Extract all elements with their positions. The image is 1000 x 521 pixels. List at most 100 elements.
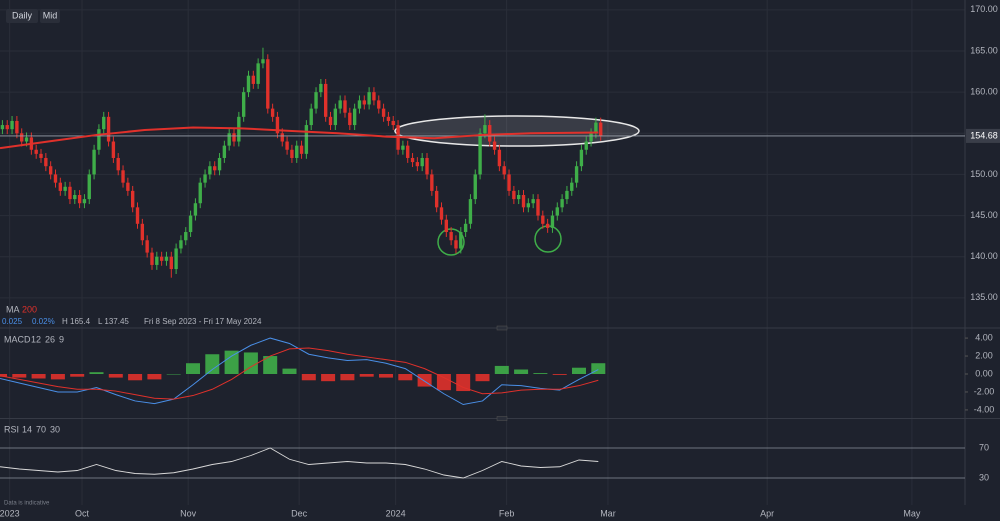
candle-body — [415, 162, 420, 167]
y-tick-label: 165.00 — [970, 45, 998, 55]
macd-bar — [533, 373, 548, 374]
candle-body — [574, 166, 579, 183]
x-tick-label: 2024 — [386, 508, 406, 518]
info-text: 0.02% — [32, 317, 55, 326]
x-tick-label: 2023 — [0, 508, 20, 518]
macd-bar — [436, 374, 451, 391]
candle-body — [116, 157, 120, 171]
candle-body — [473, 174, 477, 200]
macd-bar — [108, 374, 123, 378]
macd-legend-param: 26 — [45, 334, 55, 344]
candle-body — [584, 141, 588, 150]
candle-body — [449, 232, 453, 241]
macd-bar — [50, 374, 65, 380]
timeframe-button-label[interactable]: Daily — [12, 10, 33, 20]
candle-body — [111, 141, 116, 158]
candle-body — [256, 63, 260, 84]
rsi-tick-label: 70 — [979, 442, 989, 452]
candle-body — [270, 108, 275, 117]
candle-body — [10, 120, 14, 130]
y-tick-label: 160.00 — [970, 87, 998, 97]
macd-legend-param: 9 — [59, 334, 64, 344]
timeframe-button-label[interactable]: Mid — [43, 10, 58, 20]
candle-body — [213, 166, 217, 171]
candle-body — [425, 157, 429, 175]
candle-body — [541, 215, 545, 224]
candle-body — [343, 100, 347, 113]
candle-body — [102, 116, 106, 130]
candle-body — [159, 256, 164, 261]
x-tick-label: May — [903, 508, 921, 518]
candle-body — [468, 199, 473, 224]
macd-bar — [166, 374, 181, 375]
last-price-label: 154.68 — [970, 130, 998, 140]
candle-body — [352, 108, 357, 126]
timeframe-button[interactable] — [6, 9, 38, 23]
candle-body — [304, 125, 309, 154]
candle-body — [53, 174, 58, 183]
resistance-ellipse — [394, 115, 640, 147]
macd-bar — [456, 374, 471, 392]
candle-body — [555, 207, 559, 216]
candle-body — [58, 182, 63, 191]
candle-body — [246, 75, 251, 93]
macd-tick-label: 2.00 — [975, 350, 993, 360]
candle-body — [401, 145, 405, 150]
pane-handle — [496, 416, 508, 421]
candle-body — [208, 166, 212, 175]
candle-body — [434, 190, 439, 208]
rsi-line — [0, 447, 599, 479]
macd-tick-label: -2.00 — [974, 386, 995, 396]
candle-body — [0, 125, 5, 130]
macd-bar — [340, 374, 355, 381]
candle-body — [280, 133, 284, 142]
candle-body — [531, 199, 535, 204]
candle-body — [48, 166, 53, 175]
candle-body — [579, 149, 584, 167]
signal-line — [0, 347, 599, 400]
candle-body — [430, 174, 434, 191]
candle-body — [536, 199, 540, 216]
info-text: L 137.45 — [98, 317, 129, 326]
macd-bar — [224, 350, 239, 374]
candle-body — [309, 108, 313, 126]
candle-body — [203, 174, 207, 183]
candle-body — [391, 120, 395, 126]
candle-body — [34, 149, 38, 154]
candle-body — [73, 195, 77, 200]
last-price-box — [966, 128, 1000, 143]
candle-body — [188, 215, 193, 233]
candle-body — [179, 240, 183, 249]
candle-body — [420, 157, 424, 167]
macd-bar — [70, 374, 85, 377]
candle-body — [439, 207, 444, 220]
rsi-legend-param: 14 — [22, 424, 32, 434]
candle-body — [227, 133, 231, 146]
info-text: 0.025 — [2, 317, 23, 326]
candle-body — [502, 166, 506, 175]
candle-body — [570, 182, 574, 191]
timeframe-button[interactable] — [40, 9, 60, 23]
candle-body — [516, 195, 521, 200]
macd-bar — [359, 374, 374, 377]
candle-body — [63, 186, 67, 191]
candle-body — [39, 153, 43, 158]
candle-body — [15, 120, 19, 134]
candle-body — [266, 59, 270, 109]
candle-body — [261, 59, 265, 64]
x-tick-label: Mar — [600, 508, 616, 518]
macd-bar — [0, 374, 7, 377]
candle-body — [121, 170, 125, 183]
candle-body — [492, 141, 497, 150]
ma-legend-period: 200 — [22, 304, 37, 314]
candle-body — [77, 195, 82, 204]
y-tick-label: 140.00 — [970, 251, 998, 261]
candle-body — [140, 223, 145, 241]
info-text: H 165.4 — [62, 317, 91, 326]
candle-body — [348, 112, 352, 126]
candle-body — [357, 100, 362, 109]
x-tick-label: Nov — [180, 508, 197, 518]
candle-body — [275, 116, 280, 134]
candle-body — [333, 108, 338, 126]
